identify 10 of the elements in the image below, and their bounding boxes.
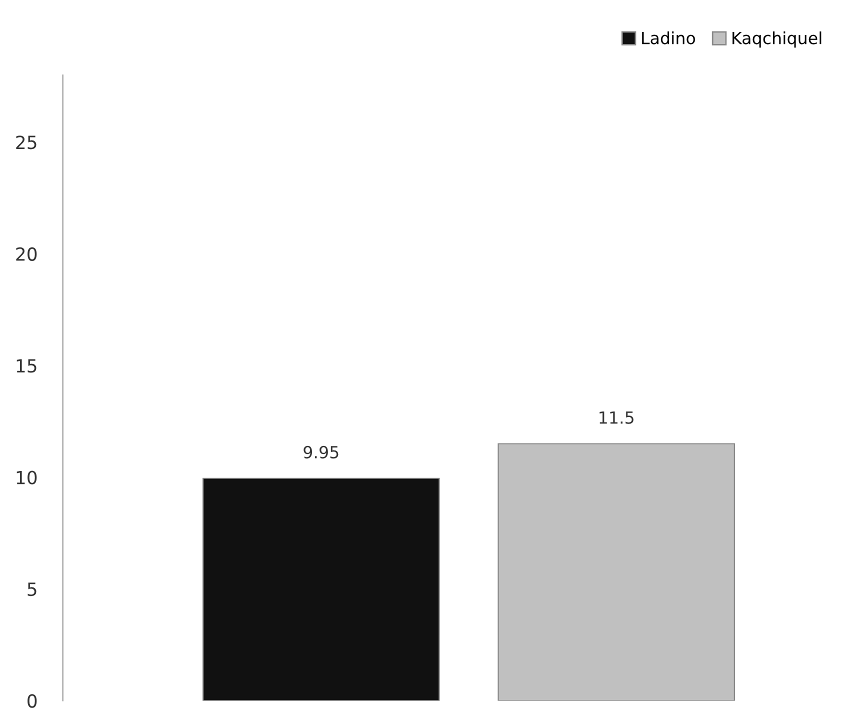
legend-label: Kaqchiquel xyxy=(732,31,822,48)
y-tick-label: 10 xyxy=(16,470,37,484)
y-tick-label: 0 xyxy=(28,694,37,708)
y-tick-label: 5 xyxy=(28,582,36,596)
data-label: 9.95 xyxy=(304,446,338,458)
legend-label: Ladino xyxy=(642,31,696,44)
y-tick-label: 20 xyxy=(16,247,37,261)
y-tick-label: 25 xyxy=(16,136,36,150)
data-label: 11.5 xyxy=(600,411,634,424)
y-tick-label: 15 xyxy=(16,359,36,373)
